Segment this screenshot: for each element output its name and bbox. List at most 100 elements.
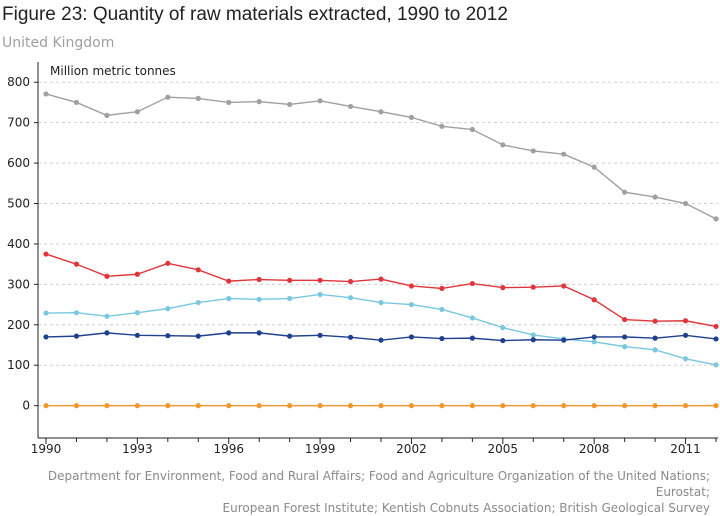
data-point — [622, 189, 628, 195]
data-point — [561, 337, 567, 343]
y-tick-label: 600 — [7, 156, 30, 170]
x-tick-label: 2008 — [579, 442, 610, 456]
data-point — [591, 339, 597, 345]
data-point — [226, 295, 232, 302]
x-tick-label: 2002 — [396, 442, 427, 456]
data-point — [134, 403, 140, 409]
y-tick-label: 500 — [7, 197, 30, 211]
data-point — [469, 335, 475, 341]
data-point — [195, 95, 201, 101]
data-point — [591, 403, 597, 409]
source-line-1: Department for Environment, Food and Rur… — [47, 469, 710, 499]
data-point — [378, 337, 384, 343]
data-point — [73, 403, 80, 409]
data-point — [256, 99, 262, 105]
data-point — [195, 333, 201, 339]
data-point — [408, 403, 415, 409]
x-tick-label: 1993 — [122, 442, 153, 456]
data-point — [500, 142, 506, 148]
data-point — [256, 296, 262, 302]
x-tick-label: 2005 — [488, 442, 519, 456]
data-point — [652, 403, 658, 409]
data-point — [256, 276, 262, 283]
data-point — [165, 306, 171, 312]
data-point — [104, 403, 110, 409]
data-point — [134, 310, 140, 316]
line-chart: 0 100 200 300 400 500 600 700 800 1990 1993 1996 199… — [7, 62, 719, 456]
data-point — [317, 98, 323, 104]
data-point — [104, 273, 110, 279]
data-point — [347, 103, 354, 110]
data-point — [378, 109, 384, 115]
data-point — [439, 285, 445, 292]
data-point — [500, 325, 506, 331]
series-line — [45, 253, 717, 328]
data-point — [73, 261, 80, 267]
data-point — [73, 99, 80, 106]
data-point — [165, 260, 171, 266]
data-point — [104, 313, 110, 319]
data-point — [347, 334, 354, 340]
data-point — [682, 356, 689, 362]
data-point — [226, 99, 232, 106]
data-point — [195, 403, 201, 409]
data-point — [530, 337, 536, 343]
source-note: Department for Environment, Food and Rur… — [10, 468, 710, 516]
data-point — [713, 216, 719, 222]
data-point — [287, 277, 293, 283]
data-point — [530, 148, 536, 154]
data-point — [682, 403, 689, 409]
data-point — [43, 334, 49, 340]
data-point — [439, 335, 445, 342]
data-point — [73, 310, 80, 316]
data-point — [713, 336, 719, 342]
data-point — [287, 101, 293, 108]
data-point — [591, 297, 597, 303]
data-point — [378, 299, 384, 306]
data-point — [561, 151, 567, 157]
y-tick-label: 0 — [22, 399, 30, 413]
data-point — [134, 109, 140, 115]
data-point — [500, 337, 506, 344]
data-point — [622, 316, 628, 323]
data-point — [530, 284, 536, 290]
data-point — [347, 278, 354, 285]
data-point — [652, 335, 658, 341]
data-point — [165, 94, 171, 100]
data-point — [317, 277, 323, 283]
data-point — [104, 112, 110, 118]
data-point — [317, 332, 323, 338]
data-point — [347, 295, 354, 301]
data-point — [73, 333, 80, 339]
data-point — [652, 347, 658, 353]
y-tick-label: 300 — [7, 277, 30, 291]
data-point — [287, 403, 293, 409]
source-line-2: European Forest Institute; Kentish Cobnu… — [222, 501, 710, 515]
data-point — [317, 403, 323, 409]
data-point — [530, 332, 536, 338]
data-point — [713, 323, 719, 330]
data-point — [469, 280, 475, 287]
data-point — [500, 403, 506, 409]
data-point — [682, 200, 689, 207]
data-point — [43, 310, 49, 316]
y-tick-label: 200 — [7, 318, 30, 332]
y-tick-label: 800 — [7, 75, 30, 89]
data-point — [408, 114, 415, 120]
data-point — [134, 271, 140, 277]
data-point — [226, 278, 232, 284]
y-tick-label: 100 — [7, 358, 30, 372]
data-point — [622, 403, 628, 409]
y-tick-label: 700 — [7, 116, 30, 130]
data-point — [43, 403, 49, 409]
data-point — [652, 318, 658, 324]
data-point — [622, 334, 628, 340]
data-point — [713, 403, 719, 409]
data-point — [226, 330, 232, 336]
data-point — [43, 91, 49, 97]
x-tick-label: 2011 — [670, 442, 701, 456]
x-tick-label: 1999 — [305, 442, 336, 456]
data-point — [439, 403, 445, 409]
data-point — [134, 332, 140, 338]
data-point — [682, 318, 689, 324]
